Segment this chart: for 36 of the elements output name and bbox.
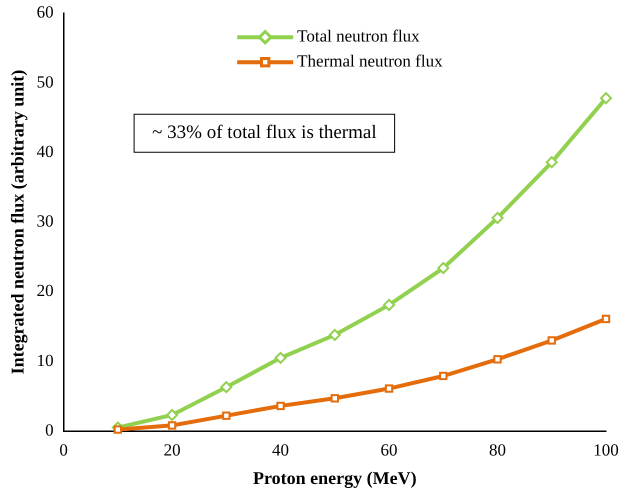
point — [328, 328, 341, 341]
point — [600, 92, 612, 104]
x-tick-label: 100 — [593, 440, 619, 460]
point — [493, 355, 502, 364]
point — [384, 384, 394, 393]
legend-label: Total neutron flux — [297, 26, 420, 46]
y-tick-label: 50 — [36, 72, 54, 92]
y-tick-label: 60 — [36, 2, 54, 22]
y-axis-title: Integrated neutron flux (arbitrary unit) — [7, 70, 28, 374]
x-tick-label: 80 — [489, 440, 506, 460]
y-tick-label: 20 — [36, 281, 54, 300]
point — [166, 408, 178, 421]
y-tick-label: 40 — [36, 142, 54, 161]
point — [276, 402, 285, 410]
y-tick-label: 10 — [36, 350, 54, 370]
point — [437, 262, 450, 274]
x-tick-label: 40 — [272, 440, 290, 460]
point — [274, 352, 287, 364]
x-tick-label: 0 — [59, 440, 68, 460]
point — [220, 381, 232, 394]
x-axis-title: Proton energy (MeV) — [252, 468, 417, 488]
point — [383, 298, 396, 311]
y-tick-label: 0 — [45, 420, 54, 440]
point — [548, 336, 556, 345]
point — [439, 372, 448, 380]
x-tick-label: 60 — [380, 440, 398, 460]
y-tick-label: 30 — [36, 212, 54, 231]
point — [602, 314, 610, 324]
point — [492, 212, 504, 224]
point — [222, 412, 230, 420]
legend-label: Thermal neutron flux — [297, 52, 444, 71]
point — [168, 421, 176, 430]
annotation: ~ 33% of total flux is thermal — [152, 122, 377, 144]
x-tick-label: 20 — [164, 440, 181, 460]
point — [330, 394, 339, 402]
point — [546, 156, 558, 168]
